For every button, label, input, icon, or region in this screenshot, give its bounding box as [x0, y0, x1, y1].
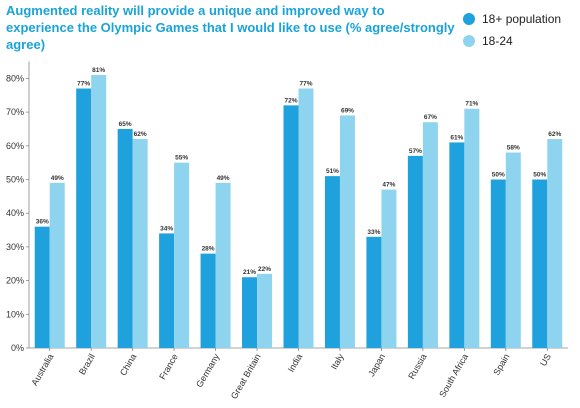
data-label: 21% [243, 269, 256, 276]
data-label: 67% [424, 114, 437, 121]
bar-series-2 [132, 139, 148, 348]
data-label: 71% [465, 101, 478, 108]
bar-series-2 [547, 139, 563, 348]
data-label: 47% [382, 182, 395, 189]
bar-series-1 [34, 226, 50, 348]
bar-series-2 [464, 108, 480, 348]
data-label: 62% [548, 131, 561, 138]
bar-series-2 [257, 273, 273, 348]
x-tick-label: Great Britain [229, 352, 263, 401]
bar-series-1 [76, 88, 92, 348]
chart-title: Augmented reality will provide a unique … [6, 3, 455, 52]
data-label: 50% [533, 172, 546, 179]
bar-series-2 [505, 152, 521, 348]
data-label: 36% [36, 219, 49, 226]
x-tick-label: Germany [194, 352, 221, 389]
bar-series-1 [283, 105, 299, 348]
y-tick-label: 40% [6, 208, 24, 218]
data-label: 22% [258, 266, 271, 273]
data-label: 72% [284, 97, 297, 104]
x-tick-label: Russia [406, 352, 428, 381]
data-label: 50% [492, 172, 505, 179]
data-label: 34% [160, 225, 173, 232]
bar-series-1 [366, 236, 382, 348]
bar-series-1 [532, 179, 548, 348]
y-tick-label: 20% [6, 276, 24, 286]
bar-series-1 [159, 233, 175, 348]
legend-item-series-1: 18+ population [463, 8, 561, 30]
data-label: 57% [409, 148, 422, 155]
data-label: 28% [202, 246, 215, 253]
x-tick-label: France [157, 352, 180, 381]
bar-series-2 [381, 189, 397, 348]
bar-series-1 [449, 142, 465, 348]
legend-label-series-2: 18-24 [482, 34, 513, 48]
y-tick-label: 30% [6, 242, 24, 252]
y-tick-label: 60% [6, 141, 24, 151]
bar-series-1 [200, 253, 216, 348]
legend-swatch-series-1 [463, 13, 475, 25]
y-tick-label: 70% [6, 107, 24, 117]
data-label: 69% [341, 107, 354, 114]
bar-series-2 [174, 162, 190, 348]
bar-series-2 [215, 182, 231, 348]
bar-series-2 [91, 75, 107, 348]
bar-series-2 [298, 88, 314, 348]
data-label: 65% [119, 121, 132, 128]
data-label: 62% [134, 131, 147, 138]
x-tick-label: China [118, 352, 138, 377]
x-tick-label: Australia [29, 352, 55, 387]
data-label: 58% [507, 145, 520, 152]
legend-label-series-1: 18+ population [482, 12, 562, 26]
data-label: 55% [175, 155, 188, 162]
x-tick-label: Spain [491, 352, 511, 377]
x-tick-label: Brazil [77, 352, 97, 376]
y-tick-label: 0% [11, 343, 24, 353]
y-tick-label: 50% [6, 175, 24, 185]
data-label: 81% [92, 67, 105, 74]
bar-series-1 [324, 176, 340, 348]
bar-series-1 [407, 155, 423, 348]
x-tick-label: US [538, 352, 553, 368]
y-tick-label: 10% [6, 309, 24, 319]
data-label: 51% [326, 168, 339, 175]
bar-series-1 [242, 277, 258, 348]
x-tick-label: Italy [329, 352, 346, 372]
data-label: 49% [217, 175, 230, 182]
data-label: 77% [299, 81, 312, 88]
bar-series-2 [339, 115, 355, 348]
x-tick-label: South Africa [437, 352, 470, 399]
legend-item-series-2: 18-24 [463, 30, 561, 52]
data-label: 77% [77, 81, 90, 88]
bar-series-2 [422, 122, 438, 349]
x-tick-label: Japan [366, 352, 387, 378]
bar-series-2 [49, 182, 65, 348]
legend: 18+ population 18-24 [463, 8, 561, 52]
data-label: 61% [450, 134, 463, 141]
bar-series-1 [490, 179, 506, 348]
x-tick-label: India [286, 352, 304, 374]
data-label: 49% [51, 175, 64, 182]
bar-series-1 [117, 128, 133, 348]
data-label: 33% [367, 229, 380, 236]
legend-swatch-series-2 [463, 35, 475, 47]
y-tick-label: 80% [6, 73, 24, 83]
